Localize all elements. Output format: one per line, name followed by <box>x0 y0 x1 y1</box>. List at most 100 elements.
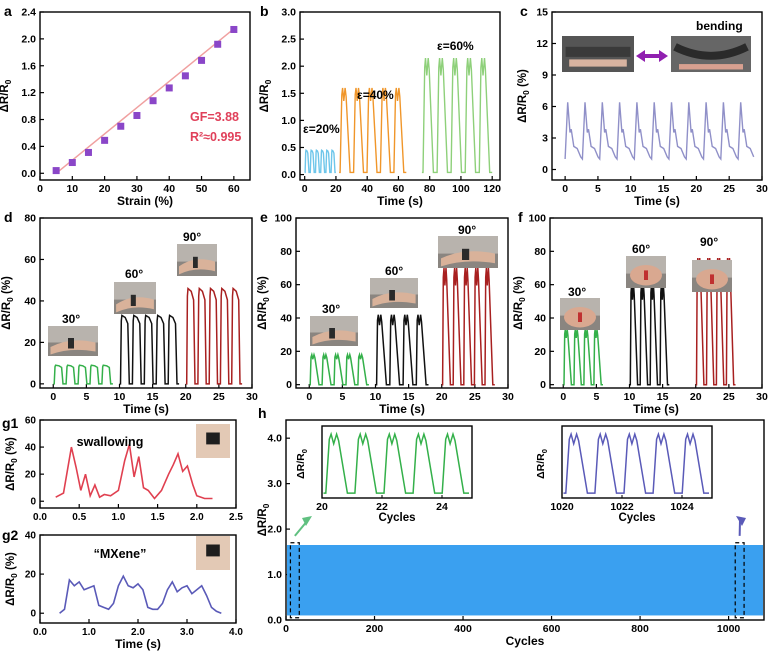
y-tick-label-f: 60 <box>534 279 546 291</box>
y-tick-label-g1: 40 <box>25 443 37 454</box>
inset-series-line <box>323 431 469 494</box>
angle-label-1: 30° <box>322 302 340 316</box>
x-tick-label-f: 25 <box>723 391 735 403</box>
x-tick-label-a: 10 <box>66 183 78 195</box>
series-line <box>55 444 213 500</box>
data-point <box>149 97 157 105</box>
x-tick-label-g2: 4.0 <box>229 627 243 638</box>
y-axis-label-e: ΔR/R0 (%) <box>257 276 271 330</box>
data-point <box>84 148 92 156</box>
y-tick-label-a: 0.4 <box>21 141 36 153</box>
photo-e-1 <box>310 316 358 346</box>
angle-label-2: 60° <box>385 264 403 278</box>
x-tick-label-b: 20 <box>330 183 342 195</box>
x-tick-label-g2: 3.0 <box>180 627 194 638</box>
series-line-2 <box>629 284 670 386</box>
panel-letter-h: h <box>258 405 267 421</box>
panel-letter-g1: g1 <box>2 415 19 431</box>
x-tick-label-g1: 1.5 <box>151 512 165 523</box>
x-tick-label-g2: 1.0 <box>82 627 96 638</box>
angle-label-1: 30° <box>62 312 80 326</box>
x-tick-label-f: 10 <box>624 391 636 403</box>
data-point <box>198 56 206 64</box>
series-line <box>59 574 222 614</box>
y-tick-label-c: 12 <box>536 38 548 50</box>
x-tick-label-a: 0 <box>37 183 43 195</box>
photo-f-3 <box>692 260 732 292</box>
panel-letter-a: a <box>4 3 12 19</box>
x-tick-label-a: 60 <box>228 183 240 195</box>
series-line-2 <box>375 314 429 386</box>
photo-d-3 <box>177 244 217 276</box>
x-tick-label-c: 0 <box>562 183 568 195</box>
x-tick-label-d: 15 <box>147 391 159 403</box>
x-tick-label-h: 800 <box>631 623 649 635</box>
y-axis-label-g2: ΔR/R0 (%) <box>5 552 19 606</box>
y-tick-label-f: 0 <box>540 379 546 391</box>
series-line-1 <box>53 364 113 385</box>
x-tick-label-d: 25 <box>213 391 225 403</box>
series-line-1 <box>563 329 603 386</box>
plot-frame-e <box>295 217 509 389</box>
photo-bent-sensor <box>671 36 751 72</box>
y-tick-label-e: 80 <box>280 246 292 258</box>
photo-f-1 <box>560 298 600 330</box>
x-tick-label-h: 400 <box>454 623 472 635</box>
photo-neck-2 <box>196 536 230 570</box>
y-tick-label-b: 3.0 <box>281 7 296 19</box>
y-tick-label-a: 2.4 <box>21 7 36 19</box>
x-tick-label-d: 20 <box>180 391 192 403</box>
panel-letter-b: b <box>260 3 269 19</box>
series-label-20: ε=20% <box>303 122 340 136</box>
y-tick-label-g2: 20 <box>25 570 37 581</box>
y-axis-label-a: ΔR/R0 <box>0 79 13 112</box>
photo-neck-1 <box>196 424 230 458</box>
x-tick-label-g1: 0.0 <box>33 512 47 523</box>
series-line-2 <box>339 87 407 174</box>
x-tick-label-g2: 2.0 <box>131 627 145 638</box>
x-axis-label-c: Time (s) <box>634 194 680 208</box>
plot-frame-g1 <box>39 419 237 509</box>
series-line-2 <box>119 314 180 385</box>
y-tick-label-d: 60 <box>24 254 36 266</box>
data-point <box>68 159 76 167</box>
x-tick-label-e: 20 <box>436 391 448 403</box>
x-tick-label-b: 80 <box>424 183 436 195</box>
y-tick-label-d: 40 <box>24 295 36 307</box>
panel-e: 0 5 10 15 20 25 30 0 20 40 60 80 100 Time (s) 30° 60° 90… <box>274 213 514 417</box>
x-axis-label-h: Cycles <box>506 634 545 648</box>
y-tick-label-h: 2.0 <box>267 524 282 536</box>
x-tick-label-a: 30 <box>131 183 143 195</box>
plot-frame-a <box>39 11 251 181</box>
x-tick-label-f: 5 <box>593 391 599 403</box>
x-tick-label-a: 20 <box>99 183 111 195</box>
data-point <box>214 40 222 48</box>
x-tick-label-g2: 0.0 <box>33 627 47 638</box>
gf-annotation: GF=3.88 <box>190 110 239 124</box>
inset-y-label: ΔR/R0 <box>295 449 309 479</box>
x-tick-label-e: 30 <box>502 391 514 403</box>
x-tick-label-g1: 1.0 <box>111 512 125 523</box>
x-tick-label-f: 30 <box>756 391 768 403</box>
inset-x-tick-label: 1020 <box>550 501 574 513</box>
x-tick-label-a: 40 <box>163 183 175 195</box>
y-tick-label-e: 60 <box>280 279 292 291</box>
series-line-3 <box>441 267 495 386</box>
bending-label: bending <box>696 19 743 33</box>
photo-e-3 <box>438 236 498 268</box>
panel-letter-g2: g2 <box>2 527 19 543</box>
y-tick-label-b: 0.5 <box>281 142 296 154</box>
y-tick-label-d: 20 <box>24 337 36 349</box>
y-tick-label-b: 1.0 <box>281 115 296 127</box>
series-line-3 <box>421 58 493 174</box>
inset-x-label: Cycles <box>618 512 655 524</box>
inset-x-label: Cycles <box>378 512 415 524</box>
angle-label-2: 60° <box>632 242 650 256</box>
series-label-60: ε=60% <box>437 39 474 53</box>
y-tick-label-a: 0.8 <box>21 114 36 126</box>
y-tick-label-g1: 20 <box>25 470 37 481</box>
x-tick-label-b: 120 <box>483 183 501 195</box>
panel-letter-e: e <box>260 209 268 225</box>
x-tick-label-c: 15 <box>658 183 670 195</box>
y-tick-label-h: 0.0 <box>267 615 282 627</box>
